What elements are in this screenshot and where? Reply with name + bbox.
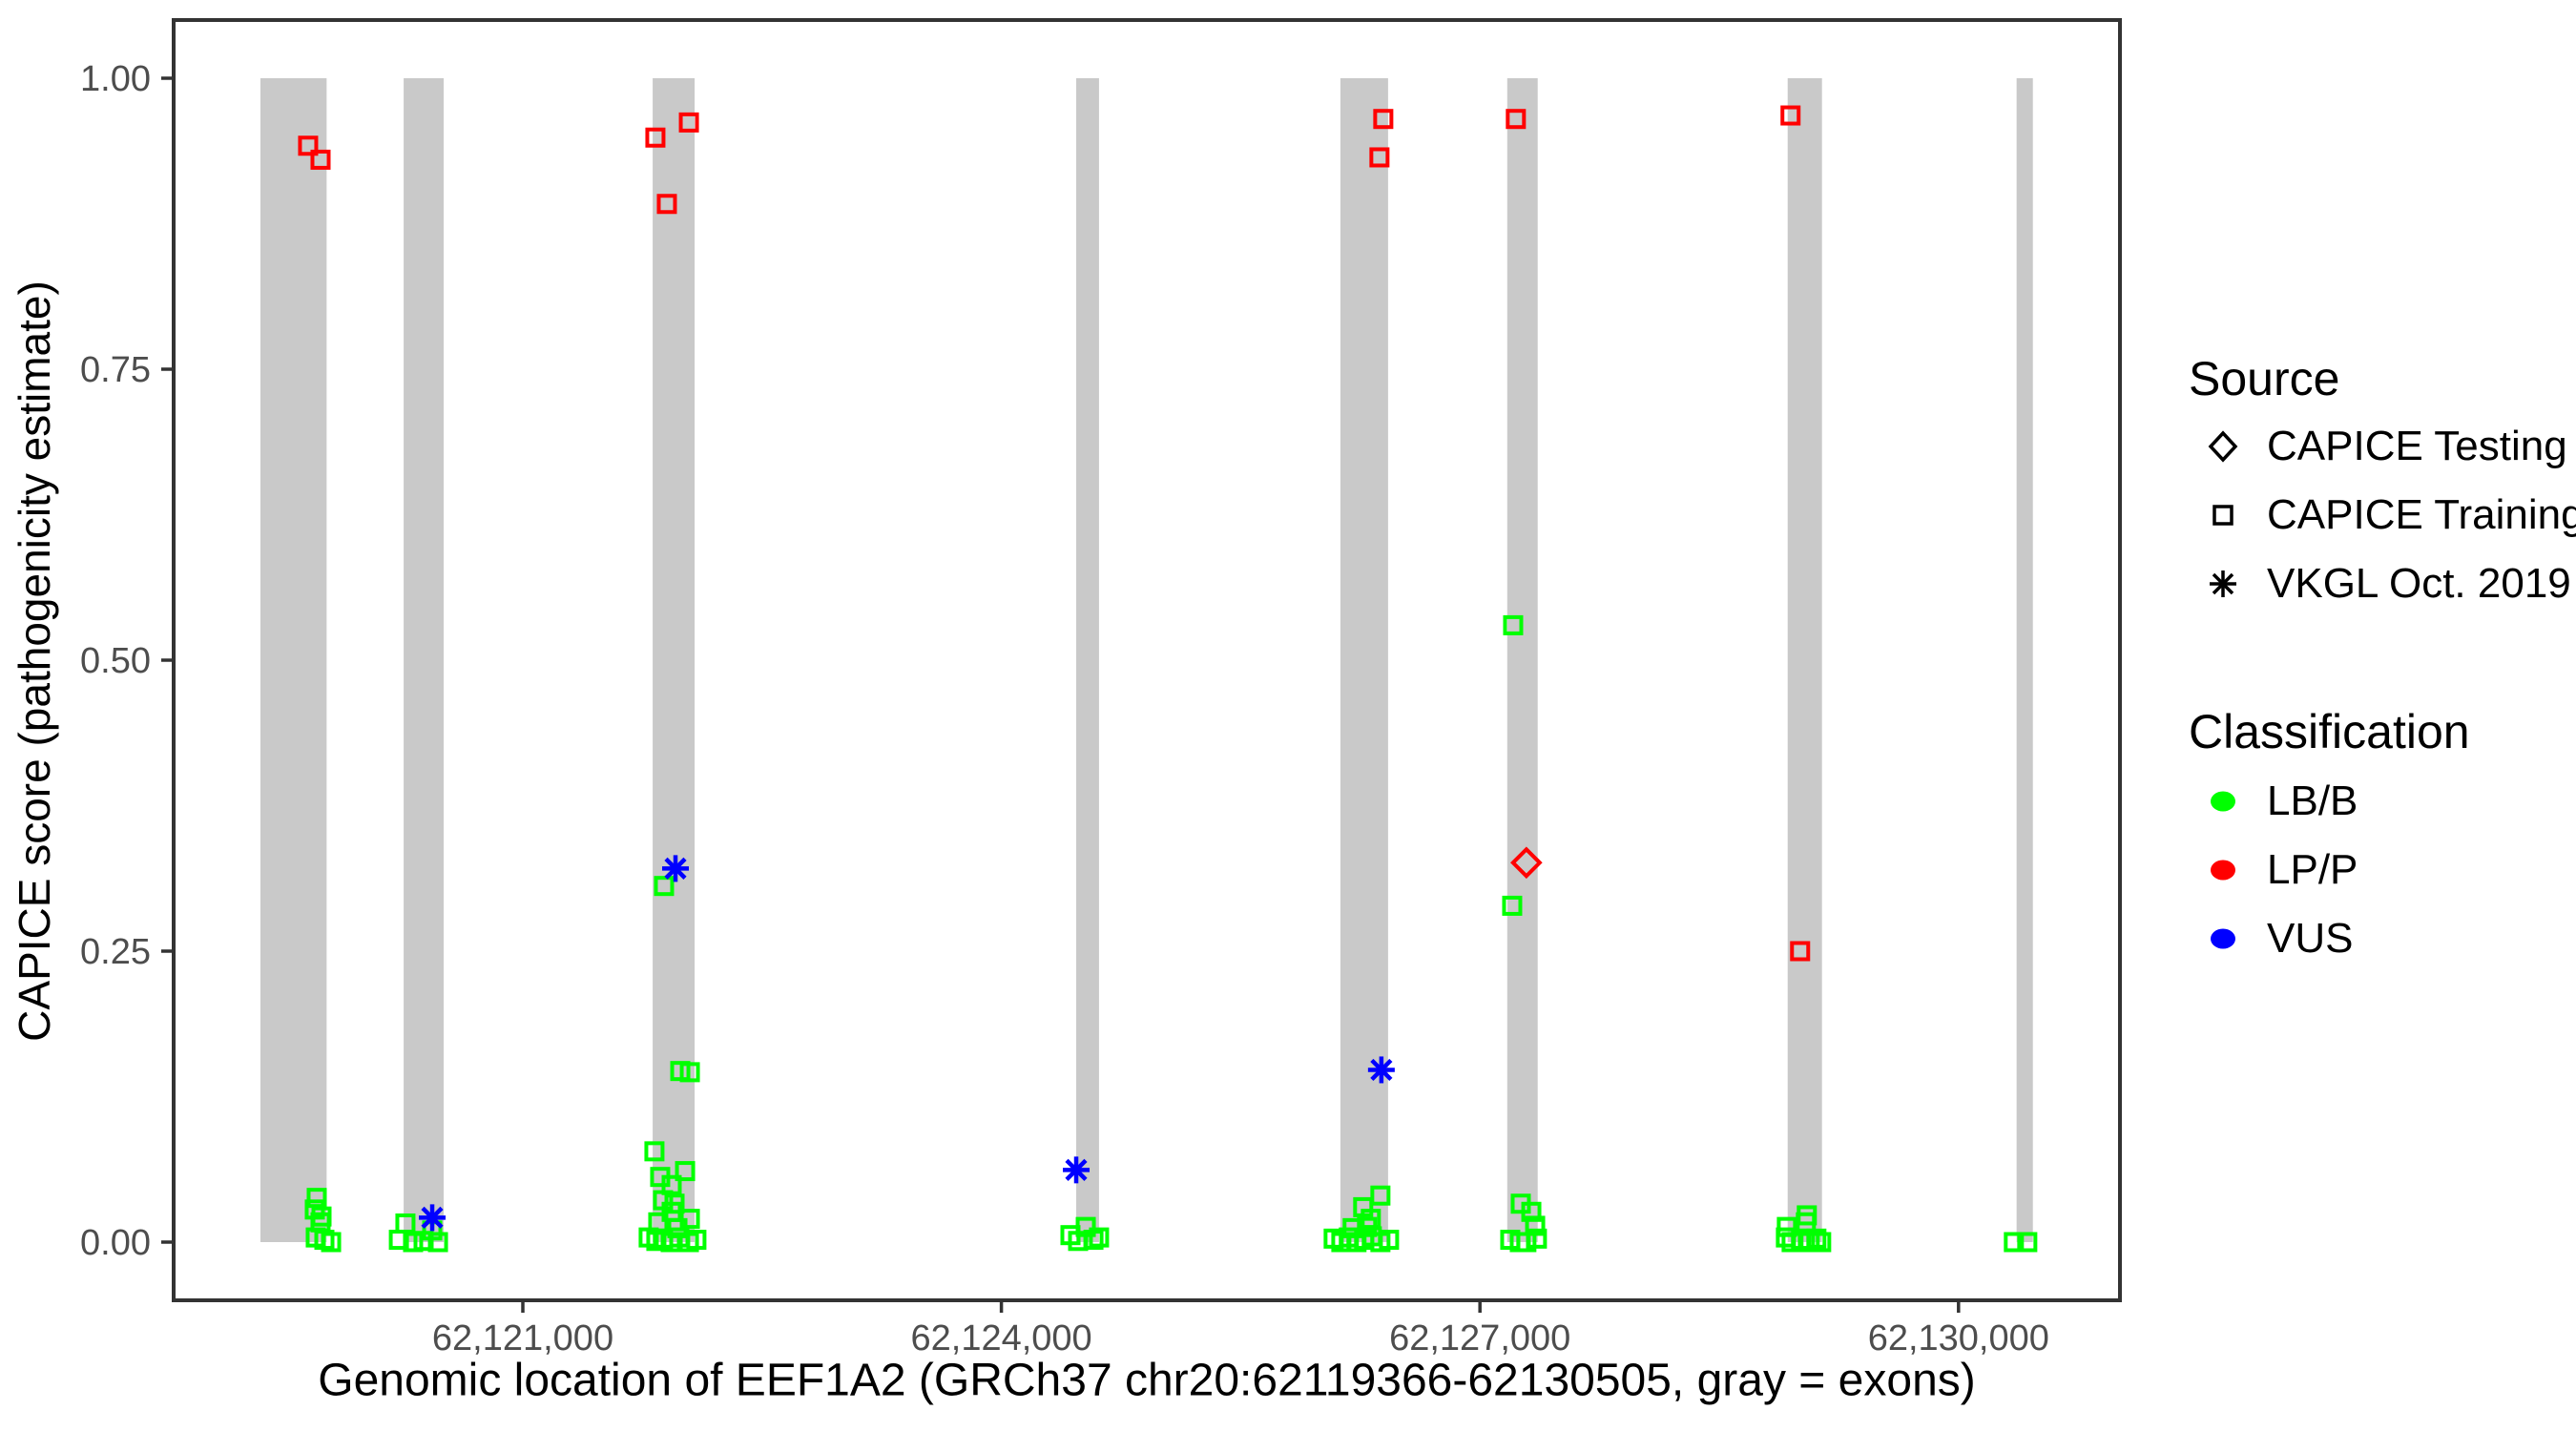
red-dot-icon [2196,843,2250,897]
data-point-square [644,1141,665,1162]
x-axis-title: Genomic location of EEF1A2 (GRCh37 chr20… [318,1355,1976,1406]
legend-label: LP/P [2267,846,2358,893]
square-icon [2196,488,2250,542]
data-point-asterisk [1370,1058,1393,1082]
y-tick-label: 0.00 [80,1223,151,1263]
data-point-square [1527,1228,1548,1249]
data-point-square [298,135,319,156]
exon-bar [1787,78,1822,1242]
green-dot-icon [2196,775,2250,828]
data-point-square [2004,1232,2025,1253]
legend-item-vus: VUS [2196,912,2353,965]
legend-item-vkgl: VKGL Oct. 2019 [2196,557,2571,611]
data-point-square [403,1232,424,1253]
y-tick-label: 1.00 [80,59,151,99]
data-point-square [1369,147,1390,168]
data-point-square [654,876,675,897]
data-point-square [1083,1230,1104,1251]
legend-item-lbb: LB/B [2196,775,2358,828]
data-point-square [306,1188,327,1209]
exon-bar [1340,78,1388,1242]
data-point-diamond [1510,846,1543,880]
data-point-asterisk [1065,1158,1088,1181]
data-point-square [1373,109,1394,130]
legend-item-capice-testing: CAPICE Testing [2196,420,2567,473]
legend-label: CAPICE Testing [2267,423,2567,469]
data-point-square [1521,1201,1542,1222]
asterisk-icon [2196,557,2250,611]
legend-classification-title: Classification [2189,705,2470,758]
data-point-square [656,194,677,215]
data-point-square [1506,109,1527,130]
legend-label: VUS [2267,915,2354,962]
x-tick-label: 62,121,000 [432,1318,613,1358]
data-point-square [1780,105,1801,126]
diamond-icon [2196,420,2250,473]
data-point-square [1790,941,1811,962]
legend-item-capice-training: CAPICE Training [2196,488,2576,542]
data-point-square [427,1232,448,1253]
data-point-square [1811,1232,1832,1253]
x-tick-label: 62,130,000 [1868,1318,2049,1358]
exon-bar [404,78,445,1242]
legend-label: CAPICE Training [2267,491,2576,538]
y-tick-label: 0.75 [80,350,151,390]
data-point-square [1089,1227,1110,1248]
data-point-square [686,1230,707,1251]
exon-bar [260,78,327,1242]
data-point-square [1806,1228,1827,1249]
legend-label: VKGL Oct. 2019 [2267,560,2571,607]
exon-bar [653,78,696,1242]
exon-bar [2016,78,2033,1242]
data-point-square [1503,614,1524,635]
legend-item-lpp: LP/P [2196,843,2358,897]
data-point-square [1502,895,1523,916]
data-point-square [679,1062,700,1083]
exon-bar [1076,78,1099,1242]
data-point-asterisk [421,1206,444,1229]
y-axis-title: CAPICE score (pathogenicity estimate) [10,280,59,1042]
legend-label: LB/B [2267,778,2358,824]
legend-source-title: Source [2189,352,2340,405]
blue-dot-icon [2196,912,2250,965]
y-tick-label: 0.25 [80,932,151,972]
data-point-square [2017,1232,2038,1253]
y-tick-label: 0.50 [80,641,151,681]
x-tick-label: 62,124,000 [911,1318,1092,1358]
data-point-square [1516,1232,1537,1253]
data-point-square [678,112,699,133]
panel-border [172,18,2122,1302]
data-point-square [675,1161,696,1182]
data-point-square [1379,1230,1400,1251]
data-point-square [1370,1185,1391,1206]
data-point-asterisk [664,857,687,880]
data-point-square [645,127,666,148]
data-point-square [388,1230,409,1251]
data-point-square [321,1232,342,1253]
x-tick-label: 62,127,000 [1389,1318,1570,1358]
exon-bar [1506,78,1538,1242]
data-point-square [310,149,331,170]
